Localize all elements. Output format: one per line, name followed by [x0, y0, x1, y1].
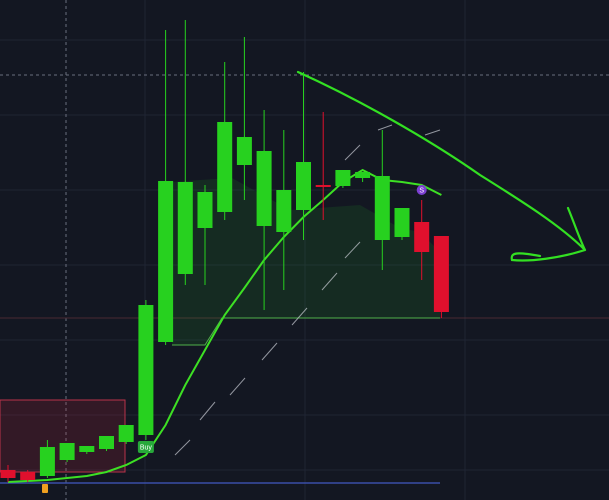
- green-zone: [172, 178, 440, 345]
- candle-body: [197, 192, 213, 228]
- buy-badge: [137, 441, 154, 453]
- candle-body: [394, 208, 410, 237]
- candle-body: [276, 190, 292, 232]
- sell-badge: [416, 185, 427, 195]
- candle-body: [315, 185, 331, 187]
- candle-body: [39, 447, 55, 476]
- candle-body: [79, 446, 95, 452]
- candle-body: [414, 222, 430, 252]
- candle-body: [138, 305, 154, 435]
- candle-body: [0, 470, 16, 478]
- candle-body: [296, 162, 311, 210]
- candle-body: [335, 170, 351, 186]
- candle-body: [177, 182, 193, 274]
- candle-body: [99, 436, 114, 449]
- candle-body: [158, 181, 174, 342]
- candle-body: [118, 425, 134, 442]
- drawn-arrow: [296, 70, 587, 262]
- candle-body: [20, 472, 36, 480]
- sell-label: S: [419, 187, 424, 194]
- buy-label: Buy: [140, 444, 153, 451]
- marker: [42, 484, 48, 493]
- candle-body: [59, 443, 75, 460]
- candle-body: [256, 151, 272, 226]
- candle-body: [433, 236, 449, 312]
- candle-body: [217, 122, 233, 212]
- candle-body: [236, 137, 252, 165]
- candle-body: [374, 176, 390, 240]
- trend-dashes: [174, 124, 441, 456]
- zone-edge: [172, 317, 440, 346]
- candle-body: [355, 172, 371, 178]
